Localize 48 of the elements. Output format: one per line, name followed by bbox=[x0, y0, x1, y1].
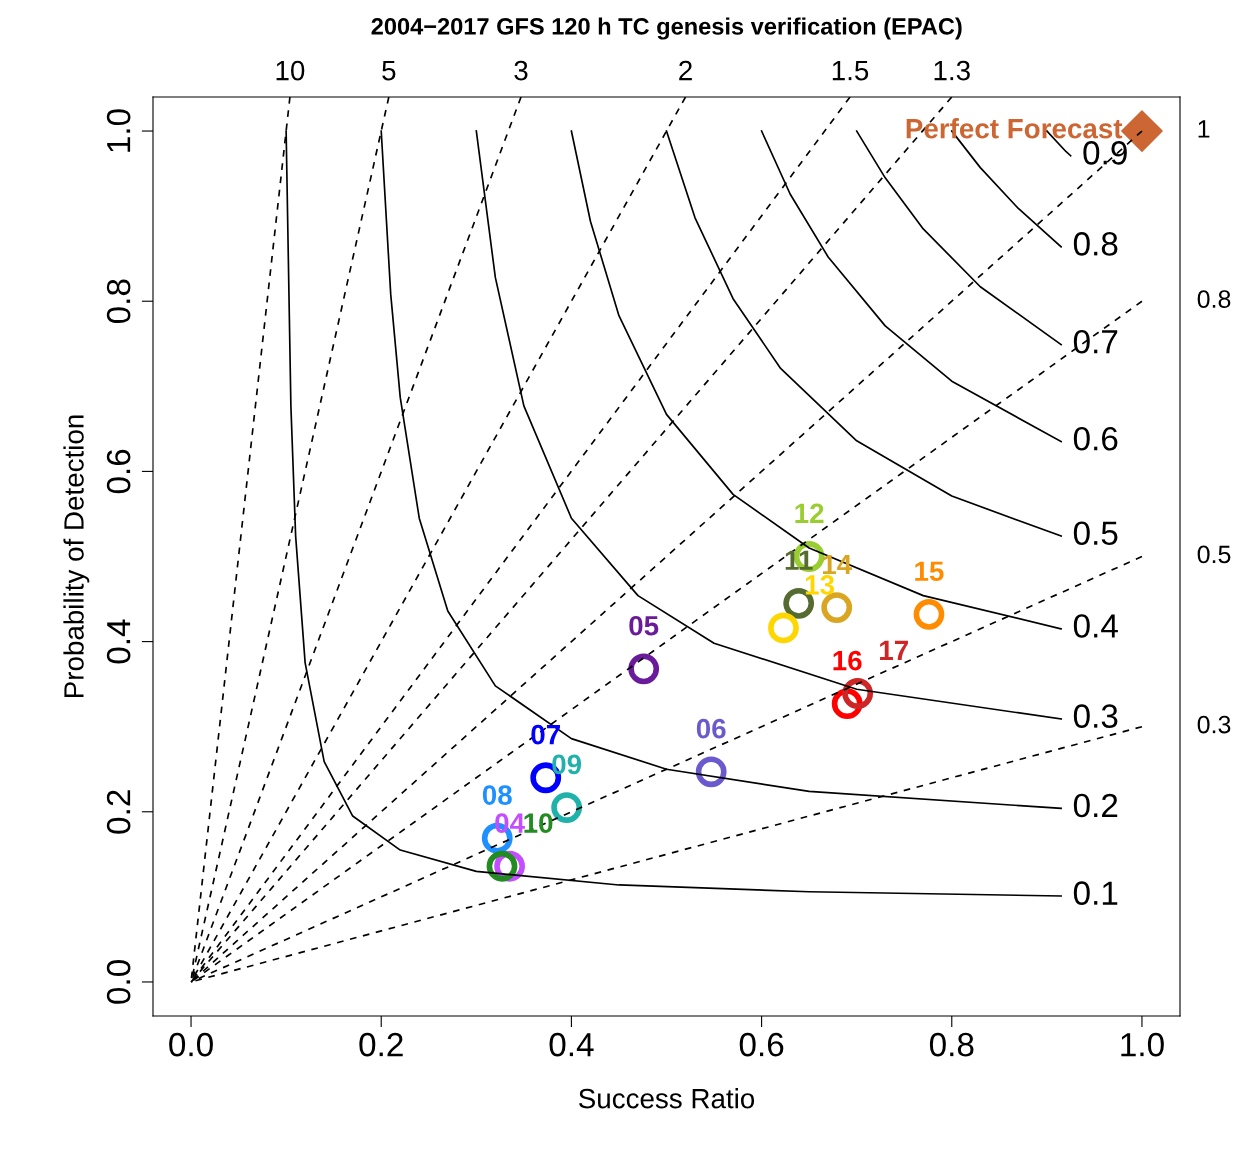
y-axis-title: Probability of Detection bbox=[63, 415, 90, 698]
series-label: 13 bbox=[805, 575, 835, 595]
series-label: 3 bbox=[514, 60, 528, 81]
series-label: 0.6 bbox=[1073, 426, 1118, 451]
series-label: 0.7 bbox=[1073, 329, 1118, 354]
x-tick-label: 0.6 bbox=[739, 1032, 784, 1057]
series-label: 5 bbox=[382, 61, 396, 81]
y-tick-label: 0.2 bbox=[106, 790, 131, 834]
series-label: 0.2 bbox=[1073, 793, 1118, 818]
series-label: 04 bbox=[495, 813, 525, 833]
x-tick-label: 0.0 bbox=[169, 1032, 213, 1057]
text: 0.5 bbox=[1197, 545, 1231, 564]
text: 0.8 bbox=[1197, 290, 1231, 308]
y-tick-label: 0.6 bbox=[106, 449, 131, 494]
series-label: 0.8 bbox=[1073, 232, 1118, 256]
series-label: 0.5 bbox=[1073, 521, 1118, 546]
series-label: 0.1 bbox=[1073, 881, 1118, 905]
annotation: Perfect Forecast bbox=[906, 118, 1123, 139]
y-tick-label: 0.8 bbox=[106, 279, 131, 324]
series-label: 08 bbox=[482, 785, 512, 805]
y-tick-label: 0.0 bbox=[106, 960, 131, 1004]
series-label: 07 bbox=[531, 724, 560, 745]
chart-title: 2004−2017 GFS 120 h TC genesis verification (EPAC) bbox=[371, 17, 962, 40]
series-label: 10 bbox=[524, 813, 553, 833]
text: 1 bbox=[1198, 120, 1210, 138]
x-axis-title: Success Ratio bbox=[578, 1088, 755, 1109]
series-label: 09 bbox=[552, 754, 582, 775]
series-label: 0.9 bbox=[1083, 141, 1127, 165]
y-tick-label: 0.4 bbox=[106, 619, 131, 664]
series-label: 05 bbox=[629, 615, 659, 636]
x-tick-label: 1.0 bbox=[1121, 1032, 1164, 1057]
y-tick-label: 1.0 bbox=[106, 109, 131, 152]
series-label: 14 bbox=[823, 554, 853, 575]
series-label: 17 bbox=[880, 640, 908, 660]
series-label: 0.3 bbox=[1073, 704, 1118, 728]
series-label: 12 bbox=[795, 503, 824, 523]
series-label: 0.4 bbox=[1073, 614, 1118, 638]
x-tick-label: 0.4 bbox=[549, 1032, 594, 1057]
x-tick-label: 0.8 bbox=[929, 1032, 974, 1057]
series-label: 10 bbox=[276, 60, 305, 81]
text: 0.3 bbox=[1197, 715, 1231, 734]
series-label: 15 bbox=[915, 561, 944, 582]
series-label: 16 bbox=[833, 650, 862, 671]
series-label: 1.3 bbox=[934, 60, 970, 81]
series-label: 1.5 bbox=[832, 61, 869, 81]
series-label: 2 bbox=[679, 60, 692, 81]
series-label: 06 bbox=[696, 718, 726, 739]
x-tick-label: 0.2 bbox=[359, 1032, 403, 1057]
